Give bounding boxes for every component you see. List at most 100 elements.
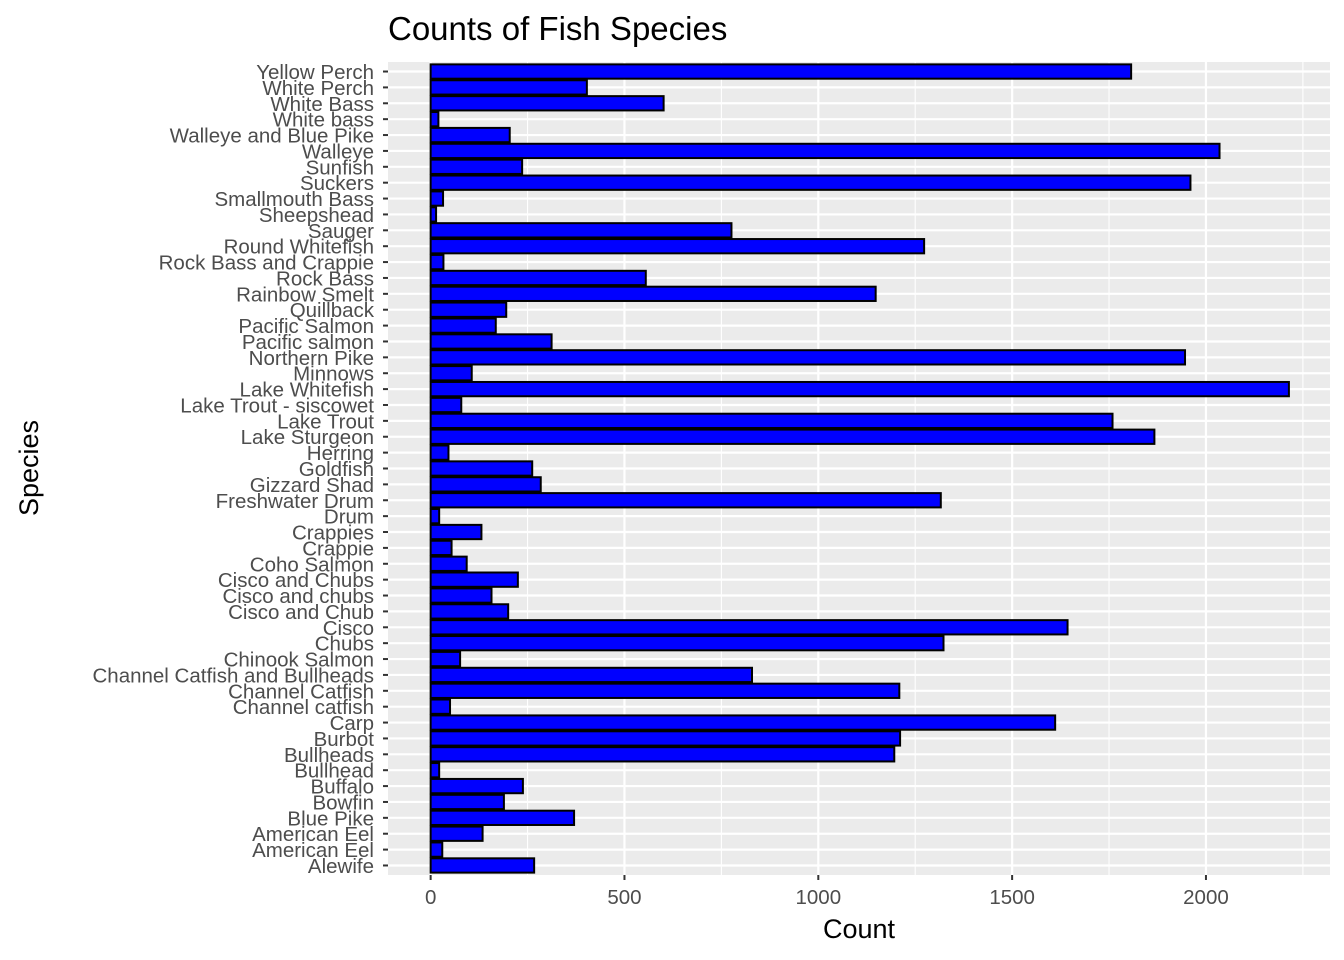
y-tick-label: White Perch [262, 77, 374, 100]
y-tick-label: Lake Trout - siscowet [180, 394, 374, 417]
bar-41 [429, 206, 438, 223]
y-tick-label: Herring [307, 442, 374, 465]
bar-21 [429, 523, 483, 541]
bar-37 [429, 269, 647, 287]
y-tick-label: Channel catfish [233, 696, 374, 719]
y-tick-label: Smallmouth Bass [214, 188, 374, 211]
bar-24 [429, 476, 542, 493]
y-tick-label: Walleye [302, 140, 374, 163]
bar-38 [429, 253, 445, 271]
y-tick-label: Cisco and Chub [228, 601, 374, 624]
y-tick-label: Bullhead [294, 760, 374, 783]
bar-32 [429, 349, 1187, 366]
y-tick-label: Carp [330, 712, 374, 735]
y-tick-label: Gizzard Shad [250, 474, 374, 497]
bar-20 [429, 539, 453, 557]
y-tick-label: Burbot [314, 728, 375, 751]
bar-14 [429, 635, 945, 652]
bar-4 [429, 793, 505, 811]
y-tick-label: Bowfin [312, 791, 374, 814]
bar-22 [429, 507, 441, 525]
y-tick-label: Freshwater Drum [216, 490, 374, 513]
bar-0 [429, 857, 536, 874]
y-tick-label: Blue Pike [287, 807, 374, 830]
y-tick-label: American Eel [252, 823, 374, 846]
y-tick-label: Alewife [308, 855, 374, 878]
y-tick-label: Goldfish [299, 458, 374, 481]
y-tick-label: Rock Bass [276, 267, 374, 290]
x-axis-title: Count [823, 914, 896, 944]
y-tick-label: White Bass [270, 93, 374, 116]
x-axis: 0 500 1000 1500 2000 [425, 875, 1229, 909]
bar-13 [429, 650, 462, 668]
y-tick-label: Sheepshead [259, 204, 374, 227]
y-tick-label: Cisco and chubs [222, 585, 374, 608]
bar-23 [429, 492, 942, 509]
y-tick-label: Sauger [308, 220, 374, 243]
y-tick-label: Minnows [293, 363, 374, 386]
x-tick-label: 1000 [795, 886, 841, 909]
bars [429, 63, 1290, 874]
bar-34 [429, 317, 497, 334]
bar-50 [429, 63, 1133, 80]
bar-30 [429, 380, 1290, 398]
grid-lines [388, 62, 1330, 875]
bar-31 [429, 365, 473, 382]
bar-18 [429, 571, 519, 588]
y-tick-label: Drum [324, 506, 374, 529]
bar-19 [429, 555, 468, 572]
y-tick-label: Walleye and Blue Pike [170, 125, 374, 148]
y-tick-label: Quillback [290, 299, 375, 322]
bar-35 [429, 301, 508, 318]
bar-3 [429, 809, 576, 826]
bar-5 [429, 777, 524, 795]
bar-1 [429, 841, 444, 858]
bar-10 [429, 698, 452, 715]
y-tick-label: Channel Catfish and Bullheads [93, 664, 375, 687]
bar-9 [429, 714, 1057, 731]
y-tick-label: Buffalo [311, 776, 374, 799]
bar-15 [429, 619, 1069, 636]
y-tick-label: Northern Pike [249, 347, 374, 370]
bar-28 [429, 412, 1114, 430]
bar-39 [429, 238, 926, 255]
chart-title: Counts of Fish Species [388, 10, 727, 47]
x-tick-label: 1500 [989, 886, 1035, 909]
bar-48 [429, 95, 665, 112]
bar-44 [429, 158, 524, 175]
y-tick-label: White bass [273, 109, 374, 132]
bar-46 [429, 126, 511, 144]
bar-17 [429, 587, 493, 604]
bar-42 [429, 190, 445, 207]
bar-33 [429, 333, 553, 350]
y-tick-label: Rainbow Smelt [236, 283, 374, 306]
x-tick-label: 500 [607, 886, 641, 909]
y-tick-label: Cisco and Chubs [218, 569, 374, 592]
y-tick-label: Pacific salmon [242, 331, 374, 354]
bar-12 [429, 666, 754, 684]
y-tick-label: Channel Catfish [228, 680, 374, 703]
bar-49 [429, 79, 588, 96]
y-tick-label: Chubs [315, 633, 374, 656]
bar-26 [429, 444, 450, 461]
bar-25 [429, 460, 534, 477]
y-tick-label: Cisco [323, 617, 374, 640]
y-tick-label: American Eel [252, 839, 374, 862]
y-tick-label: Bullheads [284, 744, 374, 767]
y-tick-label: Pacific Salmon [238, 315, 374, 338]
bar-7 [429, 746, 896, 763]
bar-8 [429, 730, 902, 747]
bar-2 [429, 825, 484, 842]
y-tick-label: Lake Whitefish [240, 379, 374, 402]
y-tick-label: Chinook Salmon [224, 649, 374, 672]
bar-16 [429, 603, 510, 620]
bar-43 [429, 174, 1192, 191]
y-tick-label: Round Whitefish [224, 236, 374, 259]
bar-47 [429, 111, 440, 128]
y-axis-title: Species [14, 420, 44, 516]
y-tick-label: Crappies [292, 522, 374, 545]
bar-11 [429, 682, 901, 699]
y-tick-label: Yellow Perch [256, 61, 374, 84]
